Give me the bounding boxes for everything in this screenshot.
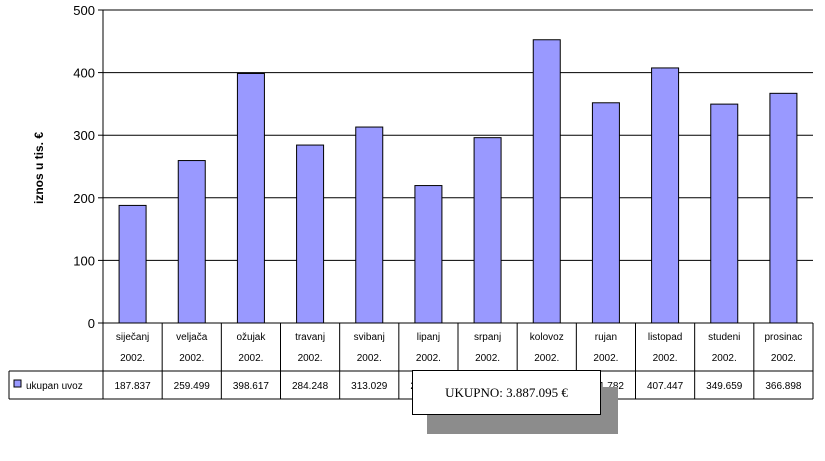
data-value-label: 349.659: [706, 381, 743, 392]
bars: [118, 39, 798, 324]
category-label: kolovoz: [530, 332, 564, 343]
data-value-label: 398.617: [233, 381, 270, 392]
category-label: svibanj: [354, 332, 385, 343]
y-tick-labels: 0 100 200 300 400 500: [73, 3, 95, 331]
category-year-label: 2002.: [179, 353, 204, 364]
category-label: siječanj: [116, 332, 149, 343]
bar: [473, 137, 502, 324]
category-year-label: 2002.: [771, 353, 796, 364]
bar: [177, 160, 206, 324]
y-tick-label: 500: [73, 3, 95, 18]
category-label: prosinac: [765, 332, 803, 343]
data-table: siječanj 2002. 187.837 veljača 2002. 259.499 o…: [8, 322, 814, 400]
y-tick-label: 200: [73, 191, 95, 206]
bar: [769, 92, 798, 324]
data-value-label: 259.499: [174, 381, 211, 392]
category-year-label: 2002.: [475, 353, 500, 364]
total-box: UKUPNO: 3.887.095 €: [412, 370, 601, 415]
data-value-label: 313.029: [351, 381, 388, 392]
category-year-label: 2002.: [712, 353, 737, 364]
bar: [118, 204, 147, 324]
category-label: rujan: [595, 332, 617, 343]
bar: [710, 103, 739, 324]
data-value-label: 187.837: [115, 381, 152, 392]
category-year-label: 2002.: [416, 353, 441, 364]
category-label: ožujak: [236, 332, 266, 343]
category-label: studeni: [708, 332, 740, 343]
category-year-label: 2002.: [534, 353, 559, 364]
category-label: srpanj: [474, 332, 501, 343]
data-value-label: 351.782: [588, 381, 625, 392]
category-year-label: 2002.: [298, 353, 323, 364]
legend-series-name: ukupan uvoz: [26, 381, 83, 392]
axes: [98, 9, 104, 324]
y-tick-label: 300: [73, 128, 95, 143]
category-year-label: 2002.: [120, 353, 145, 364]
y-tick-label: 100: [73, 253, 95, 268]
category-label: listopad: [648, 332, 682, 343]
y-tick-label: 0: [88, 316, 95, 331]
data-value-label: 407.447: [647, 381, 684, 392]
category-year-label: 2002.: [238, 353, 263, 364]
bar: [651, 67, 680, 324]
category-label: lipanj: [417, 332, 440, 343]
gridlines: [103, 9, 813, 324]
bar: [532, 39, 561, 324]
category-year-label: 2002.: [593, 353, 618, 364]
bar: [355, 126, 384, 324]
data-value-label: 366.898: [765, 381, 802, 392]
category-label: veljača: [176, 332, 208, 343]
y-axis-label: iznos u tis. €: [32, 132, 46, 204]
bar: [236, 72, 265, 324]
y-tick-label: 400: [73, 66, 95, 81]
bar: [296, 144, 325, 324]
data-value-label: 284.248: [292, 381, 329, 392]
category-year-label: 2002.: [357, 353, 382, 364]
bar: [591, 102, 620, 324]
total-label: UKUPNO: 3.887.095 €: [445, 384, 568, 400]
bar: [414, 185, 443, 324]
category-label: travanj: [295, 332, 325, 343]
category-year-label: 2002.: [653, 353, 678, 364]
legend-swatch: [13, 379, 22, 388]
